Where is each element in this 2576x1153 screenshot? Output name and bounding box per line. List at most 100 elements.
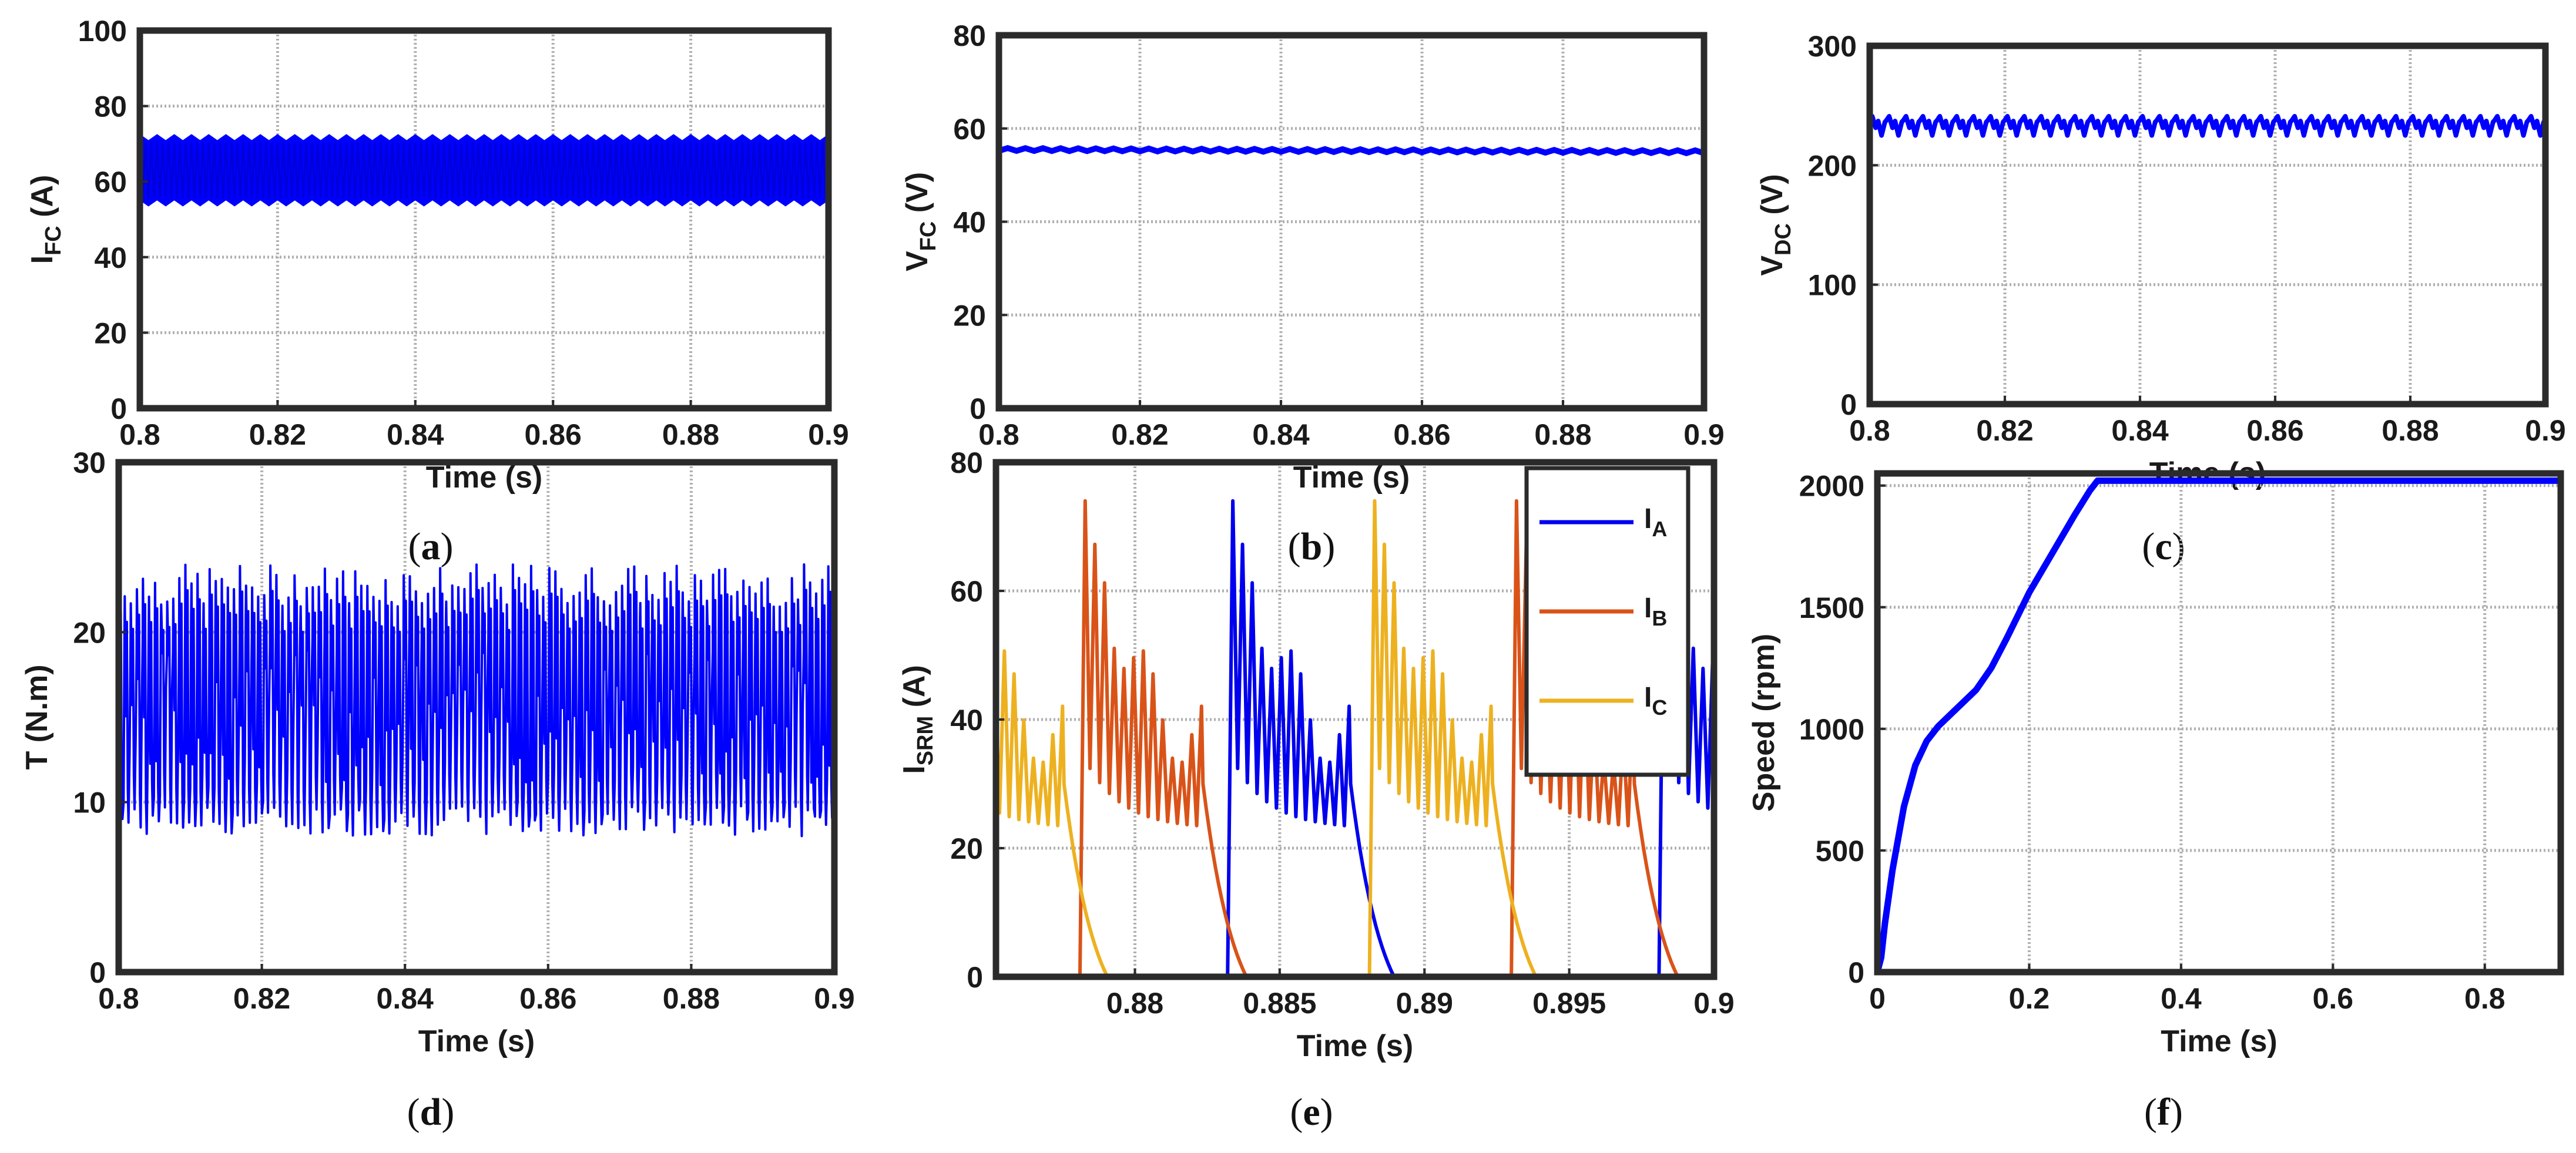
x-tick-label-a-1: 0.82 xyxy=(249,418,306,451)
panel-caption-open-a: ( xyxy=(408,525,421,568)
series-line-b-0 xyxy=(999,144,1704,156)
plot-area-c xyxy=(1870,114,2545,138)
y-tick-label-b-1: 20 xyxy=(953,299,986,332)
chart-panel-f: 0 0.2 0.4 0.6 0.8 0 500 1000 1500 2000 Time (s) Spe… xyxy=(1747,470,2564,1134)
y-tick-label-a-5: 100 xyxy=(78,15,127,48)
series-line-e-c xyxy=(996,499,1538,977)
y-axis-label-b: VFC (V) xyxy=(900,172,941,271)
y-axis-label-main-e: I xyxy=(897,765,931,774)
x-axis-label-e: Time (s) xyxy=(1297,1029,1413,1063)
panel-caption-close-b: ) xyxy=(1322,525,1335,568)
axes-box-c xyxy=(1866,42,2549,408)
y-tick-label-d-2: 20 xyxy=(73,616,106,649)
x-tick-label-c-4: 0.88 xyxy=(2382,414,2439,447)
y-tick-label-e-2: 40 xyxy=(950,704,983,737)
legend-label-c: IC xyxy=(1644,682,1667,720)
x-axis-label-d: Time (s) xyxy=(418,1024,535,1058)
panel-caption-close-d: ) xyxy=(441,1091,454,1134)
panel-caption-close-f: ) xyxy=(2170,1091,2183,1134)
series-line-c-0 xyxy=(1870,114,2545,138)
x-tick-label-a-4: 0.88 xyxy=(662,418,719,451)
panel-caption-open-c: ( xyxy=(2142,525,2155,568)
x-tick-label-b-0: 0.8 xyxy=(978,418,1019,451)
x-tick-label-f-4: 0.8 xyxy=(2464,982,2505,1015)
x-tick-label-f-3: 0.6 xyxy=(2313,982,2354,1015)
x-tick-label-e-4: 0.9 xyxy=(1693,987,1735,1020)
legend-label-sub-a: A xyxy=(1652,517,1667,541)
x-tick-label-c-2: 0.84 xyxy=(2111,414,2169,447)
y-tick-label-b-2: 40 xyxy=(953,206,986,239)
plot-area-a xyxy=(140,134,829,207)
y-tick-label-f-4: 2000 xyxy=(1799,470,1864,503)
chart-panel-a: 0.8 0.82 0.84 0.86 0.88 0.9 0 20 40 60 80 100 Time (… xyxy=(25,15,849,568)
axes-box-b xyxy=(995,32,1708,412)
y-tick-label-a-0: 0 xyxy=(110,392,127,425)
y-tick-label-d-0: 0 xyxy=(89,956,106,989)
x-axis-label-f: Time (s) xyxy=(2161,1024,2277,1058)
legend-label-main-c: I xyxy=(1644,682,1652,713)
y-axis-label-main-a: I xyxy=(25,256,59,264)
x-tick-label-f-2: 0.4 xyxy=(2161,982,2202,1015)
x-tick-label-a-0: 0.8 xyxy=(119,418,160,451)
x-tick-label-b-3: 0.86 xyxy=(1393,418,1450,451)
x-tick-label-a-2: 0.84 xyxy=(387,418,444,451)
x-tick-label-e-1: 0.885 xyxy=(1243,987,1316,1020)
y-axis-label-unit-a: (A) xyxy=(25,175,59,226)
y-tick-label-d-1: 10 xyxy=(73,786,106,819)
y-tick-label-a-3: 60 xyxy=(94,166,127,199)
panel-caption-letter-f: f xyxy=(2157,1091,2171,1134)
x-tick-label-b-1: 0.82 xyxy=(1111,418,1168,451)
plot-area-e xyxy=(996,499,1714,977)
panel-caption-close-a: ) xyxy=(441,525,454,568)
x-tick-label-d-3: 0.86 xyxy=(519,982,576,1015)
series-line-a-0-ripple xyxy=(140,142,829,199)
y-axis-label-main-c: V xyxy=(1755,256,1789,276)
axes-box-a xyxy=(136,27,832,412)
panel-caption-letter-c: c xyxy=(2155,525,2172,568)
legend-label-main-b: I xyxy=(1644,593,1652,624)
plot-area-b xyxy=(999,144,1704,156)
panel-caption-b: (b) xyxy=(1288,525,1336,568)
x-tick-label-f-0: 0 xyxy=(1869,982,1886,1015)
legend-box xyxy=(1524,466,1690,777)
x-tick-label-d-2: 0.84 xyxy=(377,982,434,1015)
y-tick-label-a-4: 80 xyxy=(94,90,127,123)
y-axis-label-sub-a: FC xyxy=(41,226,66,256)
series-line-d-0 xyxy=(119,563,834,838)
x-tick-label-d-0: 0.8 xyxy=(98,982,139,1015)
chart-panel-d: 0.8 0.82 0.84 0.86 0.88 0.9 0 10 20 30 Time (s) T (… xyxy=(20,446,855,1134)
legend-label-sub-c: C xyxy=(1652,695,1667,720)
panel-caption-close-c: ) xyxy=(2172,525,2185,568)
y-tick-label-a-2: 40 xyxy=(94,241,127,274)
y-tick-label-b-3: 60 xyxy=(953,113,986,146)
panel-caption-letter-b: b xyxy=(1301,525,1323,568)
y-tick-label-c-0: 0 xyxy=(1840,388,1857,421)
y-tick-label-a-1: 20 xyxy=(94,317,127,349)
y-tick-label-e-1: 20 xyxy=(950,832,983,865)
x-tick-label-f-1: 0.2 xyxy=(2009,982,2050,1015)
x-tick-label-a-3: 0.86 xyxy=(525,418,582,451)
y-axis-label-sub-c: DC xyxy=(1771,223,1796,256)
plot-area-d xyxy=(119,563,834,838)
y-axis-label-unit-b: (V) xyxy=(900,172,934,221)
y-tick-label-f-1: 500 xyxy=(1816,835,1864,868)
panel-caption-e: (e) xyxy=(1290,1091,1333,1134)
y-axis-label-main-b: V xyxy=(900,251,934,271)
x-tick-label-e-3: 0.895 xyxy=(1532,987,1606,1020)
x-tick-label-e-2: 0.89 xyxy=(1396,987,1453,1020)
y-axis-label-unit-e: (A) xyxy=(897,665,931,716)
panel-caption-open-b: ( xyxy=(1288,525,1301,568)
x-axis-label-b: Time (s) xyxy=(1293,460,1410,495)
x-axis-label-a: Time (s) xyxy=(426,460,542,495)
x-tick-label-e-0: 0.88 xyxy=(1106,987,1163,1020)
y-tick-label-f-0: 0 xyxy=(1848,956,1864,989)
plot-area-f xyxy=(1877,477,2561,972)
x-tick-label-d-4: 0.88 xyxy=(663,982,720,1015)
y-axis-label-e: ISRM (A) xyxy=(897,665,938,774)
axes-box-d xyxy=(115,459,838,976)
x-tick-label-c-5: 0.9 xyxy=(2525,414,2566,447)
panel-caption-c: (c) xyxy=(2142,525,2185,568)
y-tick-label-c-2: 200 xyxy=(1808,149,1857,182)
y-axis-label-unit-c: (V) xyxy=(1755,174,1789,223)
